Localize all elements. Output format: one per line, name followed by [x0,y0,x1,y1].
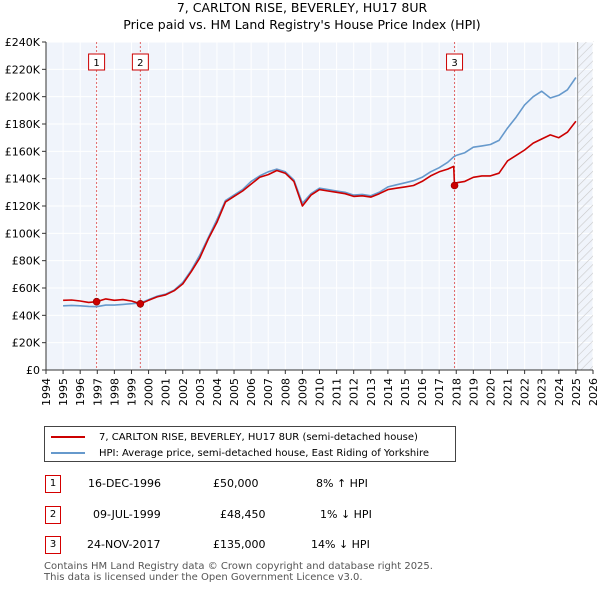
x-tick-label: 2011 [331,378,344,406]
x-tick-label: 2016 [416,378,429,406]
x-tick-label: 2025 [570,378,583,406]
x-tick-label: 2001 [160,378,173,406]
x-tick-label: 1998 [108,378,121,406]
y-tick-label: £140K [5,173,41,186]
x-tick-label: 2010 [314,378,327,406]
x-tick-label: 1995 [57,378,70,406]
y-tick-label: £160K [5,145,41,158]
price-chart: 7, CARLTON RISE, BEVERLEY, HU17 8UR Pric… [5,0,600,406]
x-tick-label: 2026 [587,378,600,406]
sale-marker-label-1: 1 [93,58,99,69]
price-paid-line [63,120,577,305]
footer-licence: This data is licensed under the Open Gov… [44,572,363,583]
footer-copyright: Contains HM Land Registry data © Crown c… [44,561,433,572]
y-tick-label: £0 [26,364,40,377]
transaction-hpi-delta: 14% ↓ HPI [311,538,370,551]
y-tick-label: £60K [12,282,41,295]
series [63,77,577,308]
x-tick-label: 2013 [365,378,378,406]
sale-marker-box-2 [131,53,149,71]
y-tick-label: £200K [5,91,41,104]
x-tick-label: 2019 [467,378,480,406]
x-tick-label: 2002 [177,378,190,406]
x-tick-label: 2005 [228,378,241,406]
transaction-date: 09-JUL-1999 [93,508,161,521]
y-tick-label: £120K [5,200,41,213]
chart-subtitle: Price paid vs. HM Land Registry's House … [123,17,480,32]
y-tick-label: £40K [12,309,41,322]
sale-markers: 1 2 3 [88,53,464,308]
sale-marker-box-1 [88,53,106,71]
x-tick-label: 2018 [450,378,463,406]
future-shading [577,42,593,370]
x-tick-label: 2006 [245,378,258,406]
x-tick-label: 2023 [536,378,549,406]
x-tick-label: 2022 [519,378,532,406]
y-tick-label: £220K [5,63,41,76]
transaction-number: 2 [45,506,61,524]
sale-point-3 [450,181,459,190]
axes: £0 £20K £40K £60K £80K £100K £120K £140K £160K £1… [5,36,600,406]
x-tick-label: 2014 [382,378,395,406]
legend-label-price: 7, CARLTON RISE, BEVERLEY, HU17 8UR (sem… [99,431,418,443]
x-tick-label: 1996 [74,378,87,406]
transaction-row: 1 16-DEC-1996 £50,000 8% ↑ HPI [0,474,600,494]
x-tick-label: 1999 [125,378,138,406]
legend-item-hpi: HPI: Average price, semi-detached house,… [51,445,429,461]
transaction-price: £50,000 [213,477,259,490]
transaction-price: £135,000 [213,538,266,551]
transaction-hpi-delta: 8% ↑ HPI [316,477,368,490]
x-tick-label: 2009 [296,378,309,406]
sale-point-2 [136,299,145,308]
transaction-date: 24-NOV-2017 [87,538,161,551]
transaction-row: 2 09-JUL-1999 £48,450 1% ↓ HPI [0,505,600,525]
sale-marker-label-3: 3 [451,58,457,69]
y-tick-label: £100K [5,227,41,240]
y-tick-label: £20K [12,337,41,350]
x-tick-label: 2021 [502,378,515,406]
transaction-number: 3 [45,536,61,554]
x-tick-label: 2008 [279,378,292,406]
sale-marker-box-3 [446,53,464,71]
legend: 7, CARLTON RISE, BEVERLEY, HU17 8UR (sem… [44,426,456,462]
future-hatch [577,42,593,370]
x-tick-label: 2020 [484,378,497,406]
sale-marker-lines [96,42,456,370]
x-tick-label: 2007 [262,378,275,406]
x-tick-label: 2024 [553,378,566,406]
legend-swatch-hpi [51,452,85,454]
transaction-hpi-delta: 1% ↓ HPI [320,508,372,521]
legend-label-hpi: HPI: Average price, semi-detached house,… [99,447,430,459]
legend-item-price: 7, CARLTON RISE, BEVERLEY, HU17 8UR (sem… [51,429,418,445]
x-tick-label: 2004 [211,378,224,406]
footer: Contains HM Land Registry data © Crown c… [44,561,433,583]
x-tick-label: 2017 [433,378,446,406]
chart-title: 7, CARLTON RISE, BEVERLEY, HU17 8UR [177,0,428,15]
y-tick-label: £180K [5,118,41,131]
x-tick-label: 1994 [40,378,53,406]
transaction-row: 3 24-NOV-2017 £135,000 14% ↓ HPI [0,535,600,555]
x-tick-label: 2000 [143,378,156,406]
sale-marker-label-2: 2 [137,58,143,69]
transaction-date: 16-DEC-1996 [88,477,162,490]
x-tick-label: 2003 [194,378,207,406]
x-tick-label: 2012 [348,378,361,406]
x-tick-label: 1997 [91,378,104,406]
x-tick-label: 2015 [399,378,412,406]
y-tick-label: £240K [5,36,41,49]
y-tick-label: £80K [12,255,41,268]
transaction-number: 1 [45,475,61,493]
sale-point-1 [92,297,101,306]
legend-swatch-price [51,436,85,438]
transaction-price: £48,450 [220,508,266,521]
